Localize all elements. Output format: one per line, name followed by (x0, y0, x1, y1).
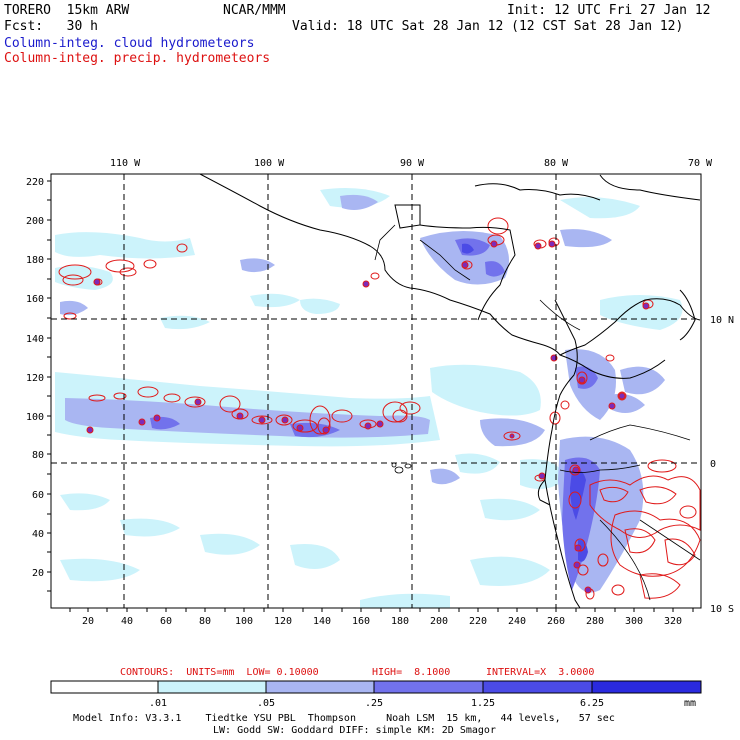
x-tick-label: 180 (391, 616, 409, 627)
x-tick-label: 280 (586, 616, 604, 627)
colorbar-label: .01 (149, 698, 167, 709)
y-tick-label: 120 (26, 373, 44, 384)
y-tick-label: 60 (32, 490, 44, 501)
y-tick-label: 140 (26, 334, 44, 345)
colorbar-unit: mm (684, 698, 696, 709)
y-tick-label: 220 (26, 177, 44, 188)
x-tick-label: 260 (547, 616, 565, 627)
graticule (51, 174, 701, 608)
contour-high: HIGH= 8.1000 (372, 667, 451, 678)
lon-label-90w: 90 W (400, 158, 425, 169)
colorbar-label: 6.25 (580, 698, 604, 709)
contour-units: CONTOURS: UNITS=mm LOW= 0.10000 (120, 667, 319, 678)
x-tick-label: 320 (664, 616, 682, 627)
model-info: Model Info: V3.3.1 Tiedtke YSU PBL Thomp… (73, 713, 615, 724)
model-physics: LW: Godd SW: Goddard DIFF: simple KM: 2D… (213, 725, 496, 736)
colorbar-label: 1.25 (471, 698, 495, 709)
x-tick-label: 120 (274, 616, 292, 627)
lon-label-80w: 80 W (544, 158, 569, 169)
y-tick-label: 160 (26, 294, 44, 305)
lon-label-70w: 70 W (688, 158, 713, 169)
colorbar-label: .05 (257, 698, 275, 709)
x-tick-label: 20 (82, 616, 94, 627)
field-cloud-label: Column-integ. cloud hydrometeors (4, 36, 255, 51)
lon-label-100w: 100 W (254, 158, 285, 169)
lat-label-10s: 10 S (710, 604, 734, 615)
y-tick-label: 180 (26, 255, 44, 266)
colorbar-label: .25 (365, 698, 383, 709)
y-tick-label: 100 (26, 412, 44, 423)
x-tick-label: 80 (199, 616, 211, 627)
x-tick-label: 200 (430, 616, 448, 627)
field-precip-label: Column-integ. precip. hydrometeors (4, 51, 271, 66)
valid-time: Valid: 18 UTC Sat 28 Jan 12 (12 CST Sat … (292, 19, 684, 34)
colorbar-bin (265, 680, 375, 694)
lon-label-110w: 110 W (110, 158, 141, 169)
org-label: NCAR/MMM (223, 3, 286, 18)
lat-label-10n: 10 N (710, 315, 734, 326)
x-tick-label: 40 (121, 616, 133, 627)
map-frame (50, 173, 702, 609)
contour-interval: INTERVAL=X 3.0000 (486, 667, 595, 678)
forecast-hour: Fcst: 30 h (4, 19, 98, 34)
colorbar (50, 680, 702, 694)
hydrometeor-field (55, 174, 701, 608)
x-tick-label: 240 (508, 616, 526, 627)
lat-label-0: 0 (710, 459, 716, 470)
colorbar-bin (50, 680, 159, 694)
y-tick-label: 200 (26, 216, 44, 227)
colorbar-bin (482, 680, 593, 694)
model-title: TORERO 15km ARW (4, 3, 130, 18)
x-tick-label: 220 (469, 616, 487, 627)
x-tick-label: 60 (160, 616, 172, 627)
colorbar-bin (373, 680, 484, 694)
colorbar-bin (591, 680, 702, 694)
x-tick-label: 300 (625, 616, 643, 627)
y-tick-label: 20 (32, 568, 44, 579)
y-tick-label: 80 (32, 450, 44, 461)
x-tick-label: 100 (235, 616, 253, 627)
x-tick-label: 160 (352, 616, 370, 627)
init-time: Init: 12 UTC Fri 27 Jan 12 (507, 3, 711, 18)
x-tick-label: 140 (313, 616, 331, 627)
colorbar-bin (157, 680, 267, 694)
y-tick-label: 40 (32, 529, 44, 540)
